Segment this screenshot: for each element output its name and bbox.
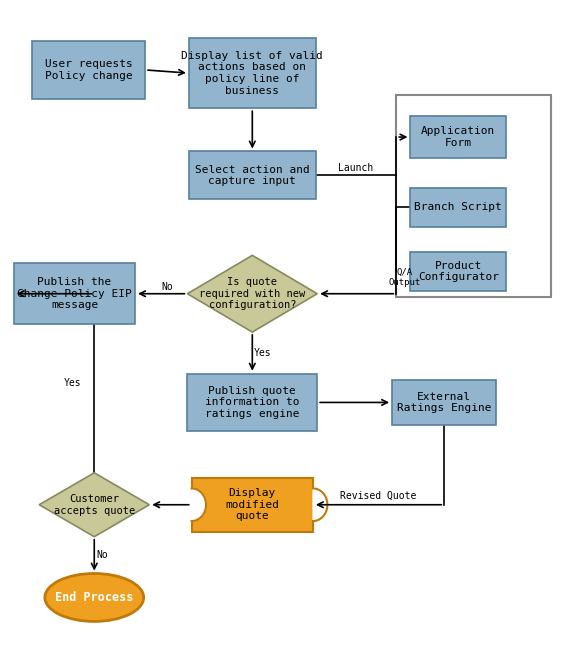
Text: End Process: End Process <box>55 591 133 604</box>
FancyBboxPatch shape <box>14 263 135 324</box>
Text: Select action and
capture input: Select action and capture input <box>195 164 310 186</box>
FancyBboxPatch shape <box>410 252 506 290</box>
Text: Display
modified
quote: Display modified quote <box>226 488 280 521</box>
Ellipse shape <box>45 573 144 621</box>
Text: Branch Script: Branch Script <box>414 203 502 212</box>
Polygon shape <box>192 488 206 521</box>
Polygon shape <box>39 473 149 537</box>
FancyBboxPatch shape <box>396 95 552 297</box>
Text: Product
Configurator: Product Configurator <box>418 261 499 282</box>
Text: Customer
accepts quote: Customer accepts quote <box>53 494 135 515</box>
FancyBboxPatch shape <box>410 188 506 226</box>
FancyBboxPatch shape <box>32 41 145 99</box>
Text: Yes: Yes <box>64 378 82 388</box>
Text: Q/A
Output: Q/A Output <box>389 268 421 288</box>
Polygon shape <box>187 255 317 332</box>
FancyBboxPatch shape <box>192 477 313 532</box>
Text: Display list of valid
actions based on
policy line of
business: Display list of valid actions based on p… <box>181 51 323 95</box>
Text: Publish the
Change Policy EIP
message: Publish the Change Policy EIP message <box>17 277 132 310</box>
Text: Application
Form: Application Form <box>421 126 495 148</box>
Text: Is quote
required with new
configuration?: Is quote required with new configuration… <box>199 277 305 310</box>
FancyBboxPatch shape <box>410 116 506 158</box>
FancyBboxPatch shape <box>189 38 316 108</box>
FancyBboxPatch shape <box>392 380 497 425</box>
Text: Launch: Launch <box>339 163 374 173</box>
Text: External
Ratings Engine: External Ratings Engine <box>397 392 491 413</box>
Text: No: No <box>97 550 108 560</box>
Text: Publish quote
information to
ratings engine: Publish quote information to ratings eng… <box>205 386 300 419</box>
FancyBboxPatch shape <box>187 373 317 432</box>
Text: Revised Quote: Revised Quote <box>340 491 417 501</box>
Polygon shape <box>313 488 327 521</box>
Text: No: No <box>161 283 173 292</box>
FancyBboxPatch shape <box>189 152 316 199</box>
Text: User requests
Policy change: User requests Policy change <box>45 59 133 81</box>
Text: Yes: Yes <box>254 348 272 358</box>
